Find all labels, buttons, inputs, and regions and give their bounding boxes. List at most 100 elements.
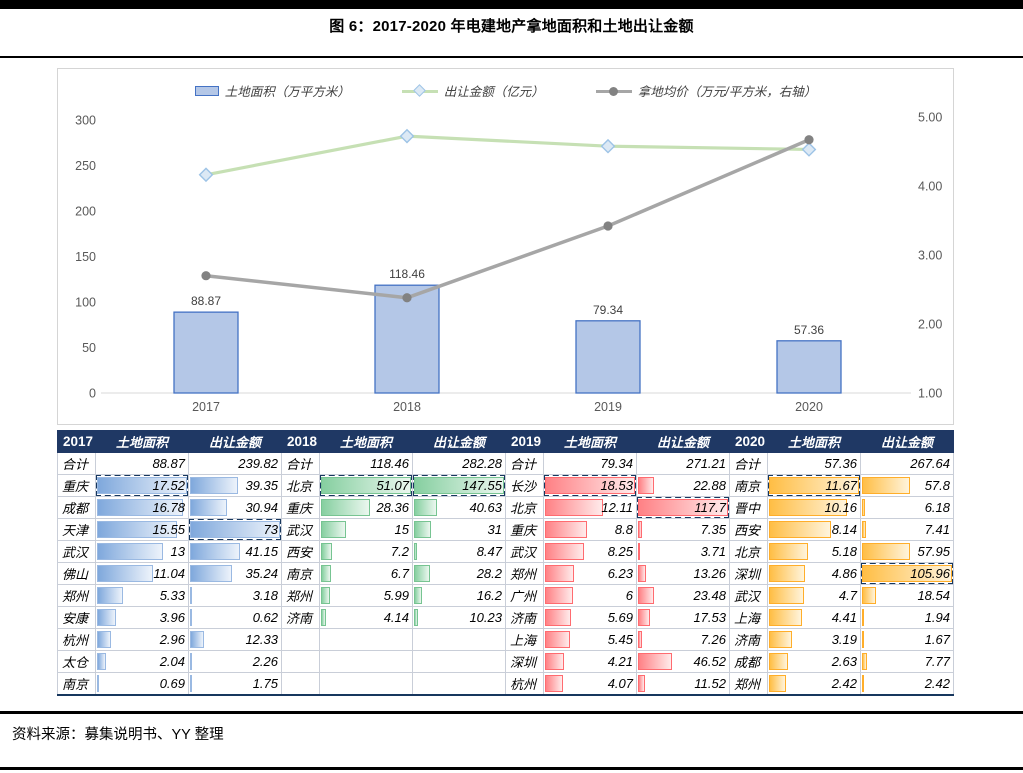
amount-cell: 0.62	[188, 606, 282, 629]
amount-cell: 46.52	[636, 650, 730, 673]
city-cell: 合计	[729, 452, 768, 475]
bar-data-label: 118.46	[389, 267, 425, 281]
amount-cell: 117.7	[636, 496, 730, 519]
area-cell: 11.04	[95, 562, 189, 585]
amount-cell: 1.94	[860, 606, 954, 629]
data-bar	[190, 477, 238, 494]
value-label: 4.21	[607, 654, 633, 669]
city-cell: 杭州	[57, 628, 96, 651]
value-label: 6.18	[924, 500, 950, 515]
city-cell: 合计	[505, 452, 544, 475]
city-cell: 济南	[505, 606, 544, 629]
left-axis-tick: 250	[75, 159, 96, 173]
value-label: 17.53	[693, 610, 726, 625]
value-label: 5.45	[607, 632, 633, 647]
amount-cell: 3.71	[636, 540, 730, 563]
city-cell: 重庆	[281, 496, 320, 519]
data-bar	[769, 477, 859, 494]
data-bar	[190, 609, 192, 626]
amount-cell: 10.23	[412, 606, 506, 629]
value-label: 6	[625, 588, 633, 603]
area-cell: 3.19	[767, 628, 861, 651]
right-axis-tick: 5.00	[918, 111, 942, 125]
area-cell: 8.8	[543, 518, 637, 541]
amount-cell: 12.33	[188, 628, 282, 651]
column-header: 出让金额	[860, 430, 954, 453]
value-label: 4.41	[831, 610, 857, 625]
right-axis-tick: 3.00	[918, 249, 942, 263]
value-label: 7.41	[924, 522, 950, 537]
amount-cell: 30.94	[188, 496, 282, 519]
value-label: 30.94	[245, 500, 278, 515]
amount-cell: 271.21	[636, 452, 730, 475]
left-axis-tick: 300	[75, 114, 96, 128]
value-label: 15.55	[152, 522, 185, 537]
data-bar	[638, 477, 654, 494]
value-label: 5.99	[383, 588, 409, 603]
area-cell: 5.99	[319, 584, 413, 607]
legend-item: 拿地均价（万元/平方米，右轴）	[595, 81, 816, 100]
value-label: 4.14	[383, 610, 409, 625]
area-cell: 2.63	[767, 650, 861, 673]
top-divider	[0, 0, 1023, 9]
area-cell: 88.87	[95, 452, 189, 475]
area-cell: 7.2	[319, 540, 413, 563]
table-row: 武汉 13 41.15 西安 7.2 8.47 武汉 8.25 3.71 北京 5.18 57.95	[57, 540, 954, 563]
value-label: 5.69	[607, 610, 633, 625]
city-cell: 郑州	[505, 562, 544, 585]
data-bar	[545, 653, 564, 670]
circle-marker	[402, 293, 412, 303]
area-cell: 2.04	[95, 650, 189, 673]
amount-cell: 282.28	[412, 452, 506, 475]
year-header: 2020	[729, 430, 768, 453]
value-label: 40.63	[469, 500, 502, 515]
area-cell: 6	[543, 584, 637, 607]
area-cell: 5.45	[543, 628, 637, 651]
data-bar	[545, 543, 584, 560]
table-header-row: 2017 土地面积 出让金额 2018 土地面积 出让金额 2019 土地面积 出让金额 2020…	[57, 430, 954, 453]
amount-cell: 7.41	[860, 518, 954, 541]
figure-title: 图 6：2017-2020 年电建地产拿地面积和土地出让金额	[329, 18, 694, 35]
area-cell: 5.69	[543, 606, 637, 629]
year-header: 2017	[57, 430, 96, 453]
area-cell: 4.41	[767, 606, 861, 629]
city-cell: 安康	[57, 606, 96, 629]
data-bar	[414, 477, 504, 494]
data-bar	[97, 499, 184, 516]
value-label: 41.15	[245, 544, 278, 559]
city-cell: 西安	[729, 518, 768, 541]
value-label: 28.2	[476, 566, 502, 581]
value-label: 8.14	[831, 522, 857, 537]
column-header: 土地面积	[95, 430, 189, 453]
value-label: 5.33	[159, 588, 185, 603]
city-cell: 重庆	[505, 518, 544, 541]
value-label: 8.25	[607, 544, 633, 559]
value-label: 2.26	[252, 654, 278, 669]
data-bar	[769, 499, 848, 516]
data-bar	[769, 675, 787, 692]
source-note: 资料来源：募集说明书、YY 整理	[12, 727, 224, 743]
city-cell: 南京	[57, 672, 96, 695]
area-cell: 8.25	[543, 540, 637, 563]
data-bar	[862, 587, 877, 604]
data-bar	[545, 565, 574, 582]
year-header: 2018	[281, 430, 320, 453]
value-label: 6.23	[607, 566, 633, 581]
data-bar	[769, 543, 808, 560]
value-label: 23.48	[693, 588, 726, 603]
amount-cell: 41.15	[188, 540, 282, 563]
right-axis-tick: 1.00	[918, 387, 942, 401]
data-bar	[862, 609, 864, 626]
value-label: 31	[487, 522, 502, 537]
amount-cell: 7.35	[636, 518, 730, 541]
data-bar	[321, 609, 327, 626]
column-header: 出让金额	[412, 430, 506, 453]
data-bar	[638, 499, 728, 516]
data-bar	[414, 543, 418, 560]
value-label: 7.35	[700, 522, 726, 537]
data-bar	[97, 521, 177, 538]
data-bar	[545, 675, 564, 692]
area-cell: 13	[95, 540, 189, 563]
city-cell: 晋中	[729, 496, 768, 519]
value-label: 2.42	[924, 675, 950, 691]
